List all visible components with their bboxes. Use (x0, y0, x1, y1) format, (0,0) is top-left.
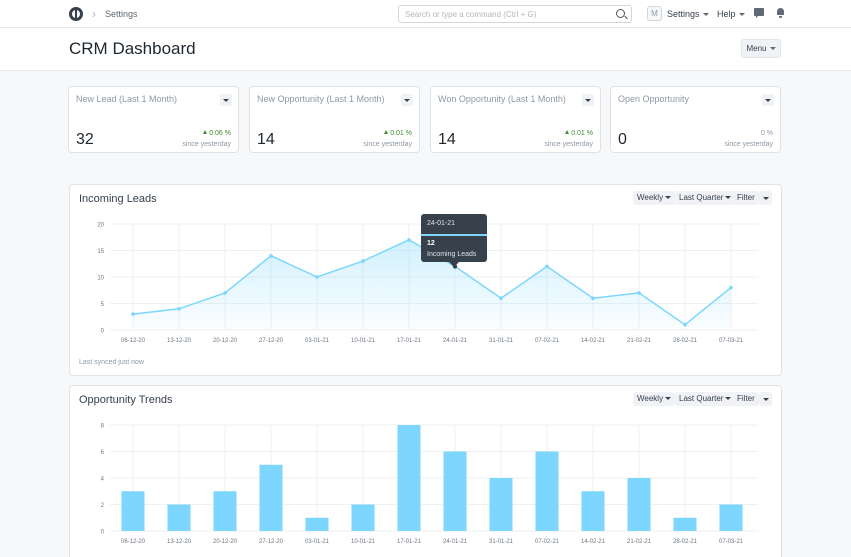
card-change-value: 0.01 % (571, 130, 593, 137)
weekly-dropdown[interactable]: Weekly (633, 191, 676, 205)
panel-title: Incoming Leads (79, 193, 157, 205)
arrow-up-icon (384, 130, 389, 134)
notification-bell-icon[interactable] (777, 8, 784, 18)
navbar: › Settings M Settings Help (0, 0, 851, 28)
avatar[interactable]: M (647, 6, 662, 21)
arrow-up-icon (203, 130, 208, 134)
card-value: 0 (618, 131, 627, 148)
card-since: since yesterday (182, 141, 231, 148)
incoming-leads-panel: Incoming Leads Weekly Last Quarter Filte… (69, 184, 782, 376)
tooltip-value: 12 (427, 240, 435, 247)
number-card-open-opportunity: Open Opportunity 0 0 % since yesterday (610, 86, 781, 153)
card-since: since yesterday (363, 141, 412, 148)
card-dropdown-button[interactable] (401, 94, 413, 106)
chevron-right-icon: › (92, 7, 96, 21)
card-dropdown-button[interactable] (582, 94, 594, 106)
tooltip-accent-line (421, 234, 487, 236)
card-title: Open Opportunity (618, 94, 690, 104)
card-value: 14 (438, 131, 456, 148)
menu-button-label: Menu (746, 44, 767, 53)
card-dropdown-button[interactable] (762, 94, 774, 106)
settings-dropdown[interactable]: Settings (667, 9, 709, 19)
menu-button[interactable]: Menu (741, 39, 781, 58)
chevron-down-icon (665, 196, 672, 200)
filter-button[interactable]: Filter (733, 191, 759, 205)
chevron-down-icon (769, 47, 776, 51)
card-title: New Lead (Last 1 Month) (76, 94, 178, 104)
chevron-down-icon (738, 13, 745, 17)
card-since: since yesterday (544, 141, 593, 148)
card-change-value: 0.01 % (390, 130, 412, 137)
tooltip-date: 24-01-21 (427, 220, 456, 227)
number-card-new-opportunity: New Opportunity (Last 1 Month) 14 0.01 %… (249, 86, 420, 153)
tooltip-label: Incoming Leads (427, 251, 477, 258)
card-since: since yesterday (724, 141, 773, 148)
weekly-dropdown-label: Weekly (637, 193, 664, 202)
opportunity-trends-panel: Opportunity Trends Weekly Last Quarter F… (69, 385, 782, 557)
breadcrumb-settings[interactable]: Settings (105, 9, 138, 19)
weekly-dropdown[interactable]: Weekly (633, 392, 676, 406)
weekly-dropdown-label: Weekly (637, 394, 664, 403)
chevron-down-icon (725, 397, 732, 401)
filter-button[interactable]: Filter (733, 392, 759, 406)
card-dropdown-button[interactable] (220, 94, 232, 106)
range-dropdown-label: Last Quarter (679, 394, 724, 403)
card-change: 0.01 % (565, 130, 593, 137)
arrow-up-icon (565, 130, 570, 134)
panel-options-dropdown[interactable] (759, 191, 772, 205)
card-value: 32 (76, 131, 94, 148)
search-input[interactable] (405, 6, 605, 22)
range-dropdown[interactable]: Last Quarter (675, 191, 736, 205)
page-title: CRM Dashboard (69, 39, 196, 58)
card-title: New Opportunity (Last 1 Month) (257, 94, 385, 104)
range-dropdown-label: Last Quarter (679, 193, 724, 202)
last-synced-text: Last synced just now (79, 359, 144, 366)
chat-icon[interactable] (754, 8, 764, 18)
help-dropdown-label: Help (717, 9, 736, 19)
page-header: CRM Dashboard Menu (0, 28, 851, 71)
chart-tooltip: 24-01-21 12 Incoming Leads (421, 214, 487, 267)
search-icon[interactable] (616, 9, 625, 18)
chevron-down-icon (725, 196, 732, 200)
chevron-down-icon (665, 397, 672, 401)
range-dropdown[interactable]: Last Quarter (675, 392, 736, 406)
number-card-new-lead: New Lead (Last 1 Month) 32 0.06 % since … (68, 86, 239, 153)
card-change: 0.06 % (203, 130, 231, 137)
card-change-value: 0.06 % (209, 130, 231, 137)
chevron-down-icon (702, 13, 709, 17)
card-change: 0 % (761, 130, 773, 137)
card-title: Won Opportunity (Last 1 Month) (438, 94, 566, 104)
help-dropdown[interactable]: Help (717, 9, 745, 19)
number-card-won-opportunity: Won Opportunity (Last 1 Month) 14 0.01 %… (430, 86, 601, 153)
card-change-value: 0 % (760, 130, 773, 137)
card-change: 0.01 % (384, 130, 412, 137)
app-logo-icon[interactable] (69, 7, 83, 21)
panel-title: Opportunity Trends (79, 394, 173, 406)
settings-dropdown-label: Settings (667, 9, 700, 19)
search-bar[interactable] (398, 5, 632, 23)
card-value: 14 (257, 131, 275, 148)
panel-options-dropdown[interactable] (759, 392, 772, 406)
